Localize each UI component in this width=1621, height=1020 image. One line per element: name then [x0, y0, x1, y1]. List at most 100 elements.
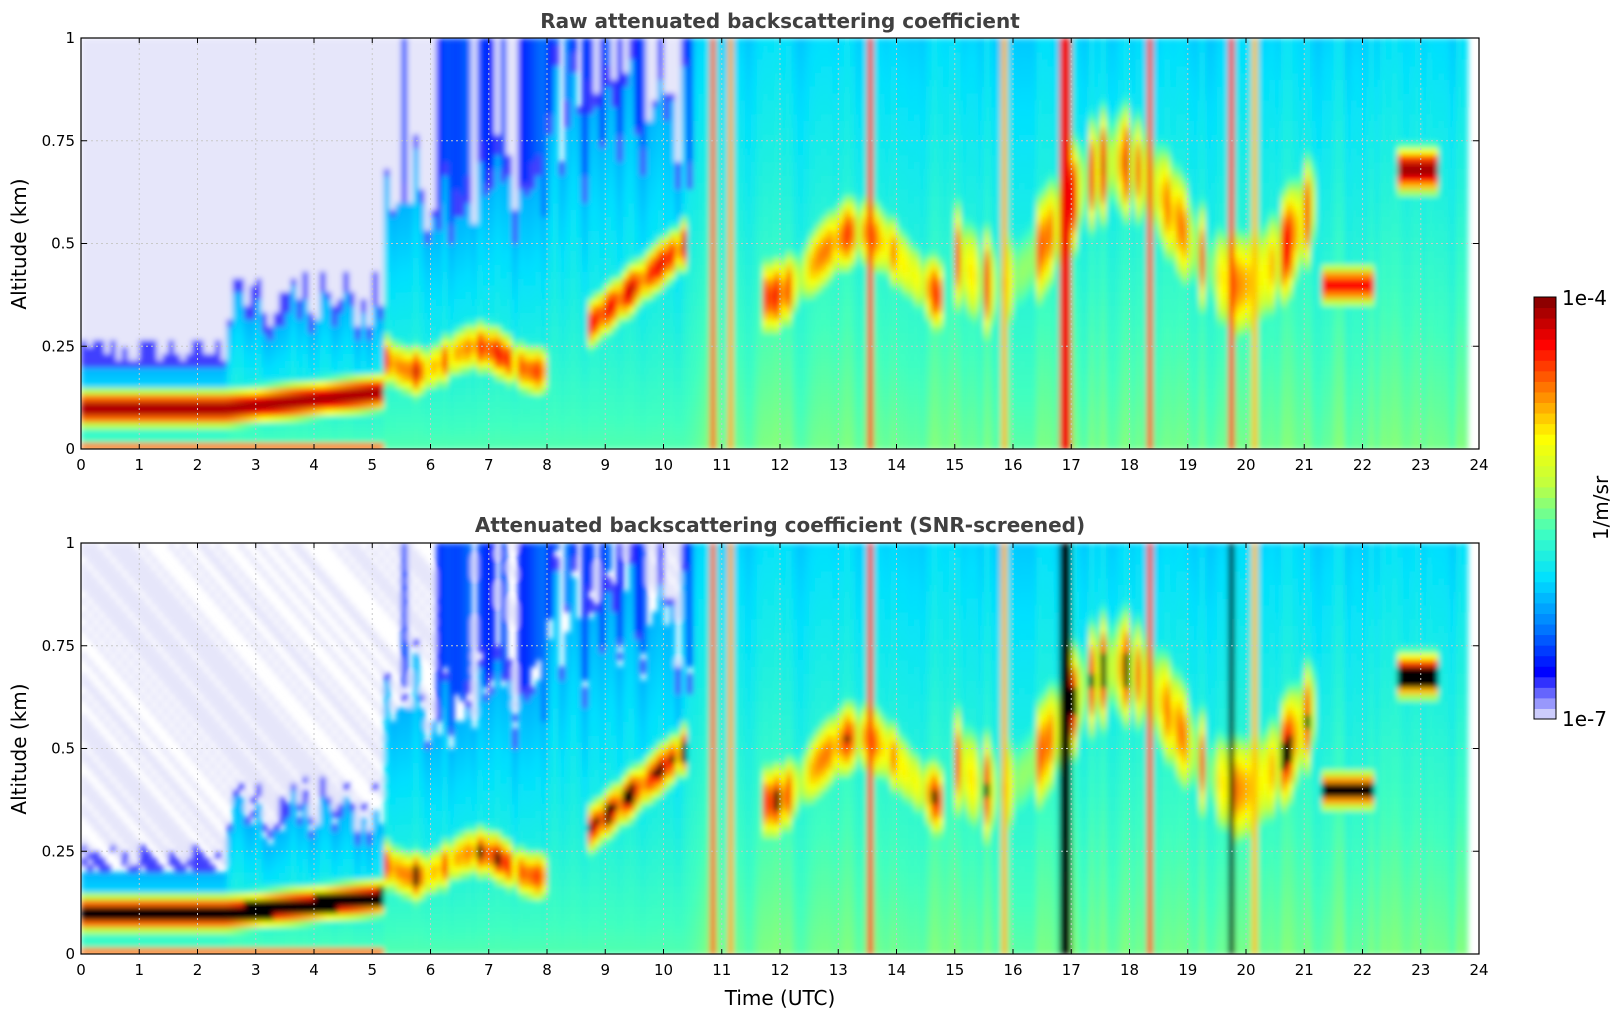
heatmap-cell — [244, 270, 251, 279]
heatmap-cell — [255, 113, 263, 121]
heatmap-cell — [430, 72, 438, 80]
heatmap-cell — [424, 284, 432, 293]
heatmap-cell — [180, 407, 187, 416]
heatmap-cell — [319, 161, 327, 169]
heatmap-cell — [383, 209, 391, 217]
heatmap-cell — [92, 428, 100, 437]
heatmap-cell — [296, 209, 304, 217]
heatmap-cell — [150, 229, 158, 238]
heatmap-cell — [389, 175, 397, 183]
heatmap-cell — [453, 44, 461, 53]
heatmap-cell — [535, 380, 542, 389]
heatmap-cell — [115, 250, 123, 258]
heatmap-cell — [465, 51, 473, 60]
heatmap-cell — [279, 229, 286, 238]
heatmap-cell — [354, 312, 362, 320]
heatmap-cell — [389, 154, 397, 163]
heatmap-cell — [180, 161, 187, 169]
heatmap-cell — [156, 442, 164, 449]
heatmap-cell — [121, 236, 129, 245]
heatmap-cell — [541, 216, 548, 224]
heatmap-cell — [162, 243, 170, 252]
heatmap-cell — [121, 394, 129, 402]
heatmap-cell — [314, 161, 321, 169]
heatmap-cell — [226, 85, 234, 94]
heatmap-cell — [500, 92, 508, 101]
heatmap-cell — [209, 305, 216, 313]
heatmap-cell — [512, 236, 519, 245]
heatmap-cell — [325, 209, 333, 217]
heatmap-cell — [209, 168, 216, 176]
heatmap-cell — [523, 435, 531, 443]
heatmap-cell — [360, 332, 368, 341]
heatmap-cell — [430, 312, 438, 320]
heatmap-cell — [337, 161, 344, 169]
heatmap-cell — [255, 305, 263, 313]
heatmap-cell — [255, 161, 263, 169]
heatmap-cell — [436, 359, 443, 368]
heatmap-cell — [547, 353, 554, 361]
heatmap-cell — [331, 38, 339, 46]
heatmap-cell — [296, 140, 304, 149]
heatmap-cell — [180, 332, 187, 341]
heatmap-cell — [156, 65, 164, 74]
heatmap-cell — [564, 359, 572, 368]
heatmap-cell — [214, 435, 222, 443]
heatmap-cell — [249, 318, 257, 327]
heatmap-cell — [86, 373, 94, 382]
heatmap-cell — [92, 305, 100, 313]
heatmap-cell — [547, 380, 554, 389]
heatmap-cell — [197, 428, 205, 437]
heatmap-cell — [185, 51, 193, 60]
heatmap-cell — [191, 428, 199, 437]
heatmap-cell — [424, 353, 432, 361]
heatmap-cell — [523, 277, 531, 286]
heatmap-cell — [541, 366, 548, 375]
heatmap-cell — [500, 243, 508, 252]
heatmap-cell — [139, 58, 146, 67]
heatmap-cell — [465, 359, 473, 368]
heatmap-cell — [459, 380, 467, 389]
heatmap-cell — [436, 428, 443, 437]
heatmap-cell — [378, 106, 385, 115]
heatmap-cell — [98, 339, 106, 348]
heatmap-cell — [348, 168, 356, 176]
heatmap-cell — [162, 387, 170, 395]
heatmap-cell — [139, 106, 146, 115]
heatmap-cell — [482, 318, 490, 327]
heatmap-cell — [529, 318, 537, 327]
heatmap-cell — [209, 195, 216, 204]
heatmap-cell — [139, 216, 146, 224]
heatmap-cell — [552, 85, 560, 94]
heatmap-cell — [517, 257, 525, 265]
heatmap-cell — [296, 38, 304, 46]
heatmap-cell — [413, 181, 420, 190]
heatmap-cell — [477, 421, 484, 430]
heatmap-cell — [290, 72, 298, 80]
heatmap-cell — [442, 106, 449, 115]
heatmap-cell — [436, 51, 443, 60]
heatmap-cell — [418, 140, 426, 149]
heatmap-cell — [185, 92, 193, 101]
heatmap-cell — [471, 51, 478, 60]
heatmap-cell — [535, 209, 542, 217]
heatmap-cell — [401, 325, 409, 334]
heatmap-cell — [115, 394, 123, 402]
heatmap-cell — [523, 270, 531, 279]
heatmap-cell — [547, 133, 554, 142]
heatmap-cell — [523, 127, 531, 135]
heatmap-cell — [337, 270, 344, 279]
heatmap-cell — [203, 58, 210, 67]
heatmap-cell — [127, 44, 135, 53]
heatmap-cell — [191, 277, 199, 286]
heatmap-cell — [506, 298, 513, 306]
heatmap-cell — [372, 175, 379, 183]
heatmap-cell — [150, 373, 158, 382]
heatmap-cell — [354, 133, 362, 142]
heatmap-cell — [261, 387, 269, 395]
heatmap-cell — [127, 332, 135, 341]
heatmap-cell — [506, 428, 513, 437]
heatmap-cell — [156, 51, 164, 60]
heatmap-cell — [430, 85, 438, 94]
heatmap-cell — [541, 435, 548, 443]
